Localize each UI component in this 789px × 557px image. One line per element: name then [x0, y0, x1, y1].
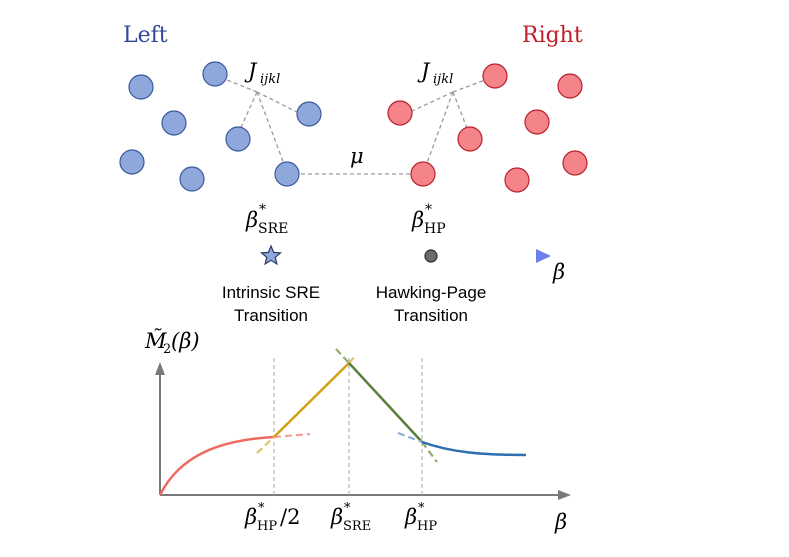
phase2-extension [256, 436, 275, 454]
svg-text:J: J [417, 59, 431, 83]
svg-text:β: β [245, 208, 258, 232]
svg-text:HP: HP [424, 221, 446, 237]
left-node [161, 110, 187, 136]
phase2-line [273, 362, 350, 438]
right-label: Right [522, 23, 583, 48]
svg-text:*: * [344, 501, 351, 516]
svg-text:ijkl: ijkl [433, 72, 453, 87]
beta-arrow [160, 249, 551, 263]
right-node [457, 126, 483, 152]
phase3-line [348, 362, 423, 443]
tick-sre: β * SRE [330, 501, 371, 534]
left-nodes [119, 61, 322, 192]
svg-text:SRE: SRE [258, 221, 288, 237]
svg-text:(β): (β) [171, 329, 200, 353]
phase2-extension-top [348, 354, 357, 364]
svg-text:β: β [244, 505, 257, 529]
right-node [524, 109, 550, 135]
coupling-right-label: J ijkl [417, 59, 453, 87]
left-node [128, 74, 154, 100]
plot-ylabel: M̃ 2 (β) [144, 329, 200, 357]
svg-text:SRE: SRE [343, 519, 371, 534]
svg-text:Intrinsic SRE: Intrinsic SRE [222, 283, 320, 302]
svg-text:β: β [411, 208, 424, 232]
svg-text:Hawking-Page: Hawking-Page [376, 283, 487, 302]
star-icon [259, 244, 283, 266]
plot-axes [155, 362, 571, 500]
phase3-extension-top [335, 348, 350, 364]
phase1-extension [273, 432, 311, 439]
left-node [119, 149, 145, 175]
plot-xlabel: β [554, 510, 567, 534]
right-node [482, 63, 508, 89]
svg-text:*: * [258, 501, 265, 516]
svg-text:*: * [425, 202, 432, 218]
tick-hp: β * HP [404, 501, 437, 534]
svg-text:β: β [404, 505, 417, 529]
svg-text:β: β [330, 505, 343, 529]
svg-text:*: * [418, 501, 425, 516]
left-node [179, 166, 205, 192]
left-node [202, 61, 228, 87]
svg-text:Transition: Transition [394, 306, 468, 325]
beta-sre-label: β * SRE [245, 202, 288, 237]
right-node [562, 150, 588, 176]
svg-text:ijkl: ijkl [260, 72, 280, 87]
svg-text:HP: HP [257, 519, 277, 534]
phase1-curve [158, 435, 275, 496]
beta-hp-label: β * HP [411, 202, 446, 237]
hp-point-marker [424, 249, 438, 263]
coupling-left-label: J ijkl [244, 59, 280, 87]
left-node [274, 161, 300, 187]
mu-label: μ [350, 144, 364, 168]
svg-text:HP: HP [417, 519, 437, 534]
right-nodes [387, 63, 588, 193]
sre-transition-label: Intrinsic SRE Transition [222, 283, 320, 325]
left-node [225, 126, 251, 152]
right-node [504, 167, 530, 193]
svg-text:M̃: M̃ [144, 329, 167, 353]
svg-text:*: * [259, 202, 266, 218]
svg-text:Transition: Transition [234, 306, 308, 325]
plot-guides [273, 358, 423, 495]
phase4-curve [421, 440, 527, 457]
left-node [296, 101, 322, 127]
svg-text:/2: /2 [280, 505, 300, 529]
left-label: Left [123, 23, 168, 48]
svg-text:J: J [244, 59, 258, 83]
right-node [387, 100, 413, 126]
tick-hp-half: β * HP /2 [244, 501, 300, 534]
phase4-extension [397, 431, 423, 444]
right-node [557, 73, 583, 99]
beta-axis-label: β [552, 260, 565, 284]
hp-transition-label: Hawking-Page Transition [376, 283, 487, 325]
svg-text:2: 2 [163, 342, 171, 357]
right-node [410, 161, 436, 187]
phase3-extension [421, 441, 438, 463]
